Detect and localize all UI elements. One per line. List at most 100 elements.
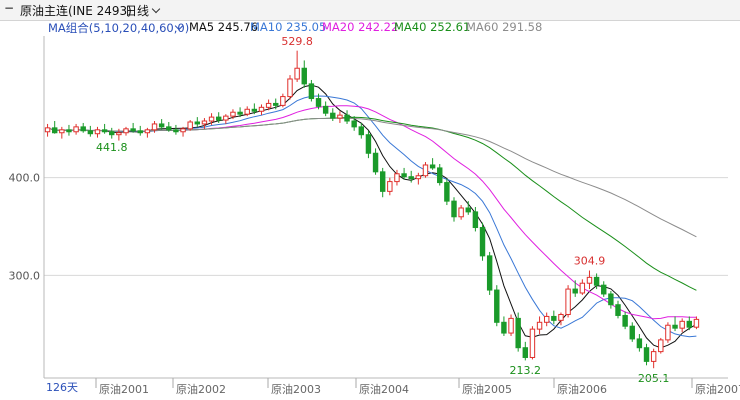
y-tick-label: 400.0 xyxy=(9,172,41,185)
candle xyxy=(515,312,521,352)
candle xyxy=(551,310,557,325)
candle xyxy=(372,148,379,175)
candle-body xyxy=(244,108,250,115)
candle xyxy=(429,158,436,170)
candle-body xyxy=(158,123,165,128)
candle xyxy=(166,121,172,132)
candle xyxy=(337,111,343,123)
candle xyxy=(365,130,372,159)
candle-body xyxy=(201,120,208,125)
candle xyxy=(529,326,536,360)
x-tick-label: 原油2003 xyxy=(271,382,321,396)
candle-body xyxy=(80,126,86,132)
candle-body xyxy=(693,318,700,328)
candle-body xyxy=(636,338,643,349)
candle xyxy=(294,50,300,82)
candle-body xyxy=(151,123,158,131)
candle-body xyxy=(280,96,286,106)
candle-body xyxy=(344,114,350,122)
instrument-title[interactable]: 原油主连(INE 2493) xyxy=(20,4,132,18)
period-selector[interactable]: 日线 xyxy=(125,4,150,18)
ma-group-selector[interactable]: MA组合(5,10,20,40,60,0) xyxy=(48,21,190,35)
candle-body xyxy=(615,304,621,316)
candle xyxy=(215,112,222,123)
candle xyxy=(508,314,514,336)
candle-body xyxy=(643,347,650,362)
collapse-icon[interactable]: − xyxy=(4,1,15,15)
candle-body xyxy=(458,207,464,218)
candle-body xyxy=(593,276,600,286)
candle xyxy=(265,99,272,111)
candle-body xyxy=(208,116,215,122)
candle-body xyxy=(337,114,343,119)
candle xyxy=(451,197,457,222)
candle-body xyxy=(479,227,486,257)
candle-body xyxy=(73,126,79,133)
candle-body xyxy=(465,207,471,213)
candle xyxy=(601,281,607,297)
candle-body xyxy=(579,282,586,294)
candle-body xyxy=(387,181,393,192)
low-price-label: 213.2 xyxy=(510,364,542,377)
candle-body xyxy=(601,284,607,295)
candle-body xyxy=(301,67,307,85)
candle xyxy=(686,316,693,331)
candle-body xyxy=(422,164,429,177)
candle xyxy=(579,279,586,295)
candle xyxy=(330,108,336,122)
gridlines xyxy=(44,177,728,276)
moving-average-lines xyxy=(47,84,697,349)
x-tick-label: 原油2007 xyxy=(695,382,740,396)
ma-legend: MA组合(5,10,20,40,60,0) MA5 245.76 MA10 23… xyxy=(0,19,740,35)
candle xyxy=(137,125,143,136)
ma5-legend: MA5 245.76 xyxy=(189,20,258,34)
candle-body xyxy=(144,129,151,134)
y-tick-label: 300.0 xyxy=(9,269,41,282)
candle-body xyxy=(365,134,372,154)
candle-body xyxy=(429,164,436,169)
candle xyxy=(51,121,58,134)
candle xyxy=(465,201,471,215)
candle-body xyxy=(665,324,671,341)
candle-body xyxy=(486,255,493,291)
candle-body xyxy=(551,315,557,321)
candle xyxy=(116,128,122,141)
candle-body xyxy=(116,132,122,136)
candle xyxy=(223,114,229,124)
ma10-legend: MA10 235.05 xyxy=(250,20,327,34)
candle xyxy=(244,106,250,117)
low-price-label: 441.8 xyxy=(96,141,128,154)
candle xyxy=(522,341,529,361)
candle-body xyxy=(44,127,51,133)
candle xyxy=(351,116,357,131)
candle-body xyxy=(622,314,628,327)
candle xyxy=(658,337,664,354)
candle-body xyxy=(444,182,450,202)
candle-body xyxy=(565,288,571,315)
candle xyxy=(437,164,443,186)
x-axis: 原油2001 原油2002 原油2003 原油2004 原油2005 原油2006 原油20… xyxy=(44,377,740,396)
candle-body xyxy=(51,127,58,134)
candle xyxy=(472,207,479,232)
candle-body xyxy=(379,171,386,192)
candle-body xyxy=(558,313,564,321)
candle xyxy=(94,126,101,138)
candle xyxy=(679,318,685,333)
candle-body xyxy=(608,293,614,306)
x-tick-label: 原油2004 xyxy=(359,382,409,396)
candle xyxy=(287,75,293,100)
ma20-line xyxy=(47,105,697,320)
candle xyxy=(650,348,657,369)
candle-body xyxy=(258,106,265,112)
candle-body xyxy=(130,128,136,132)
candle xyxy=(444,178,450,206)
candle xyxy=(322,101,329,117)
candle xyxy=(458,205,464,220)
candle xyxy=(194,117,201,127)
x-tick-label: 原油2001 xyxy=(99,382,149,396)
candle xyxy=(593,273,600,290)
candle-body xyxy=(529,328,536,358)
candles xyxy=(44,50,700,369)
candle xyxy=(586,270,593,290)
